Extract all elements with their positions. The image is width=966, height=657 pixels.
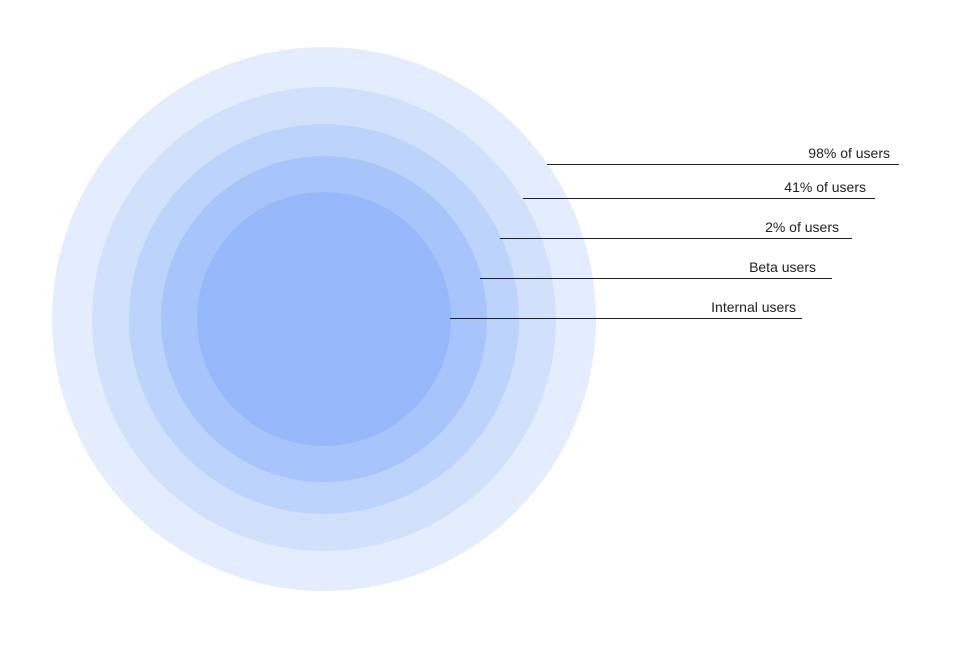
label-beta-users: Beta users — [749, 259, 816, 275]
label-2-percent: 2% of users — [765, 219, 839, 235]
label-internal-users: Internal users — [711, 299, 796, 315]
label-41-percent: 41% of users — [784, 179, 866, 195]
ring-internal-users — [197, 192, 451, 446]
label-98-percent: 98% of users — [808, 145, 890, 161]
